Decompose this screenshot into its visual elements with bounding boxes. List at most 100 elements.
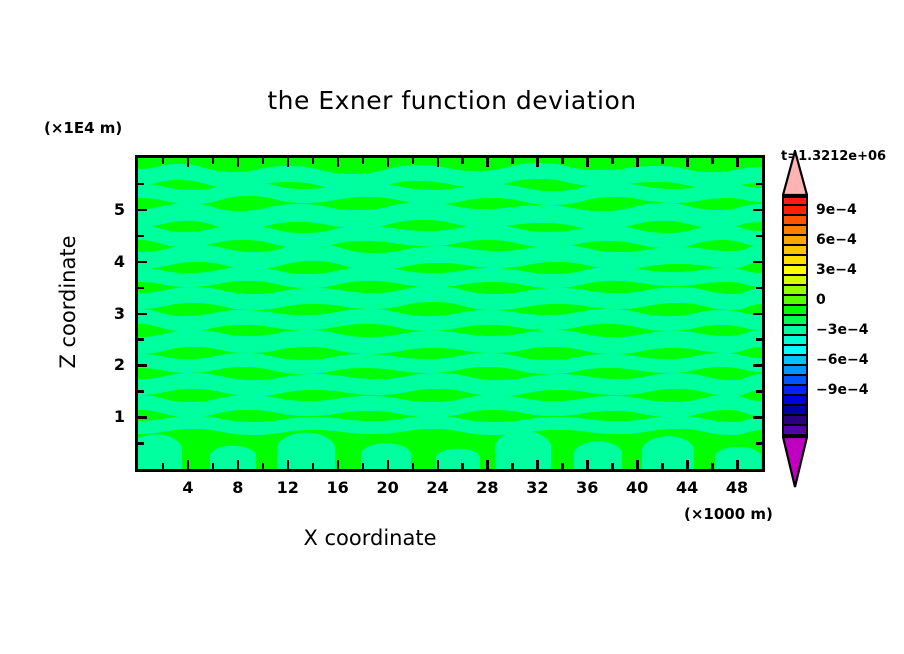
x-tick-label: 44	[675, 478, 699, 497]
tick-mark	[436, 460, 440, 469]
contour-band	[138, 225, 762, 248]
x-axis-title: X coordinate	[303, 526, 437, 550]
x-tick-label: 20	[376, 478, 399, 497]
tick-mark	[361, 463, 365, 469]
x-tick-label: 48	[725, 478, 749, 497]
tick-mark	[436, 158, 440, 167]
tick-mark	[536, 460, 539, 469]
tick-mark	[138, 208, 147, 212]
contour-band	[138, 309, 762, 331]
contour-plume	[361, 443, 411, 469]
contour-plume	[574, 441, 622, 469]
colorbar-segment	[782, 256, 808, 266]
colorbar-tick-label: −6e−4	[816, 352, 869, 368]
colorbar-tick-label: 0	[816, 292, 826, 308]
colorbar-segment	[782, 366, 808, 376]
x-axis-unit-label: (×1000 m)	[684, 505, 773, 523]
tick-mark	[561, 158, 564, 164]
tick-mark	[261, 463, 265, 469]
tick-mark	[756, 390, 762, 393]
colorbar-segment	[782, 346, 808, 356]
tick-mark	[753, 208, 762, 212]
tick-mark	[711, 463, 714, 469]
x-tick-label: 32	[526, 478, 549, 497]
tick-mark	[411, 463, 415, 469]
tick-mark	[756, 338, 762, 341]
tick-mark	[736, 158, 739, 167]
tick-mark	[511, 463, 514, 469]
contour-plume	[277, 432, 335, 469]
tick-mark	[756, 286, 762, 290]
y-tick-label: 1	[113, 407, 125, 427]
tick-mark	[261, 158, 265, 164]
colorbar-tick-label: −9e−4	[816, 382, 869, 398]
y-tick-label: 3	[113, 303, 125, 323]
tick-mark	[161, 158, 165, 164]
tick-mark	[611, 463, 614, 469]
colorbar-tick-label: 3e−4	[816, 262, 857, 278]
colorbar-under-arrow	[781, 435, 809, 488]
tick-mark	[753, 416, 762, 419]
tick-mark	[138, 286, 144, 290]
tick-mark	[186, 158, 190, 167]
tick-mark	[756, 234, 762, 238]
tick-mark	[756, 182, 762, 186]
y-axis-title: Z coordinate	[56, 235, 80, 369]
colorbar-segment	[782, 396, 808, 406]
x-tick-label: 36	[576, 478, 599, 497]
contour-band	[138, 202, 762, 229]
tick-mark	[138, 364, 147, 367]
tick-mark	[511, 158, 514, 164]
y-tick-label: 5	[113, 199, 125, 219]
colorbar	[782, 196, 808, 436]
colorbar-segment	[782, 206, 808, 216]
colorbar-tick-label: 9e−4	[816, 202, 857, 218]
tick-mark	[586, 460, 589, 469]
contour-band	[138, 353, 762, 374]
y-axis-unit-label: (×1E4 m)	[44, 119, 123, 137]
tick-mark	[753, 312, 762, 315]
tick-mark	[138, 442, 144, 445]
tick-mark	[236, 460, 240, 469]
contour-band	[138, 267, 762, 288]
tick-mark	[311, 463, 315, 469]
tick-mark	[736, 460, 739, 469]
tick-mark	[311, 158, 315, 164]
contour-plume	[642, 436, 694, 469]
colorbar-segment	[782, 246, 808, 256]
contour-band	[138, 330, 762, 354]
tick-mark	[138, 234, 144, 238]
colorbar-segment	[782, 276, 808, 286]
tick-mark	[661, 463, 664, 469]
y-tick-label: 4	[113, 251, 125, 271]
x-tick-label: 12	[276, 478, 299, 497]
y-tick-label: 2	[113, 355, 125, 375]
tick-mark	[336, 460, 340, 469]
timestamp-label: t=1.3212e+06	[781, 149, 887, 164]
contour-plume	[436, 448, 480, 469]
contour-plume	[495, 430, 551, 469]
colorbar-segment	[782, 406, 808, 416]
colorbar-segment	[782, 326, 808, 336]
colorbar-segment	[782, 426, 808, 436]
contour-plot-area	[135, 155, 765, 472]
x-tick-label: 24	[426, 478, 449, 497]
x-tick-label: 40	[626, 478, 649, 497]
chart-title: the Exner function deviation	[267, 86, 637, 115]
tick-mark	[486, 460, 489, 469]
contour-field	[138, 163, 762, 469]
colorbar-tick-label: 6e−4	[816, 232, 857, 248]
contour-band	[138, 244, 762, 270]
x-tick-label: 28	[476, 478, 499, 497]
tick-mark	[138, 312, 147, 315]
colorbar-segment	[782, 376, 808, 386]
colorbar-tick-label: −3e−4	[816, 322, 869, 338]
contour-band	[138, 395, 762, 417]
colorbar-segment	[782, 416, 808, 426]
tick-mark	[386, 460, 390, 469]
tick-mark	[753, 364, 762, 367]
contour-band	[138, 373, 762, 396]
tick-mark	[561, 463, 564, 469]
colorbar-segment	[782, 336, 808, 346]
tick-mark	[536, 158, 539, 167]
